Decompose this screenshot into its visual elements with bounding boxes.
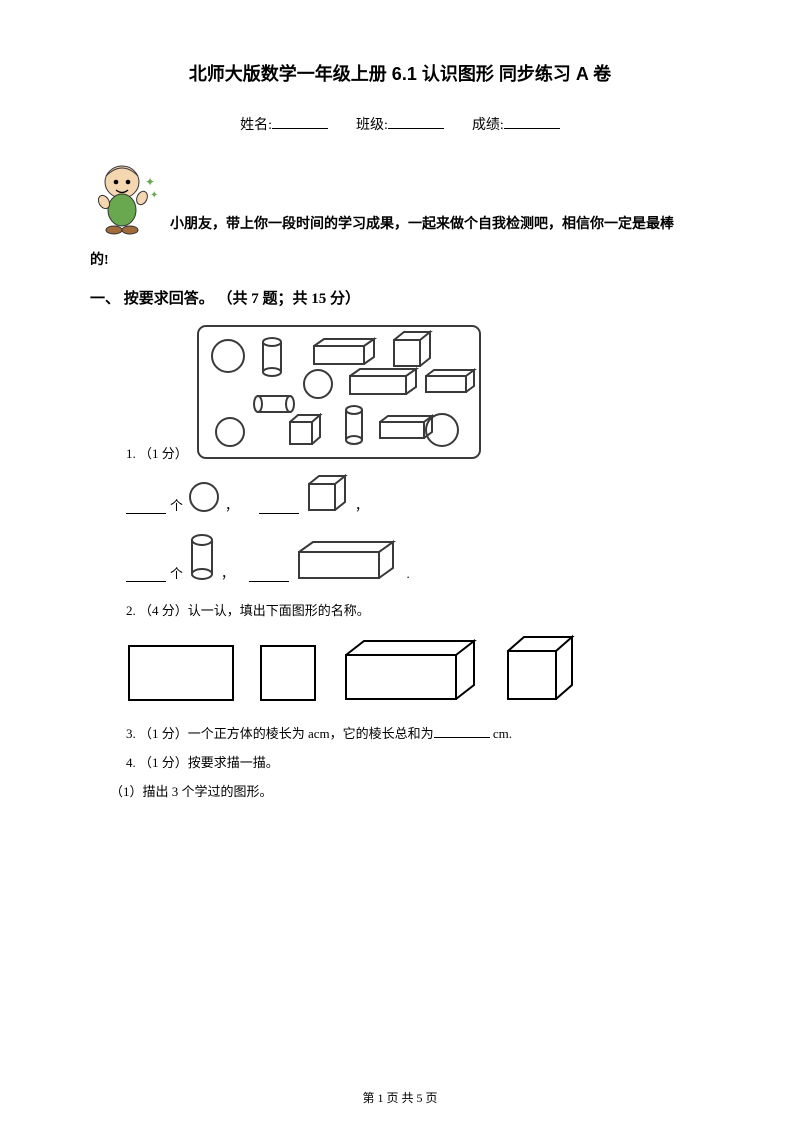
class-label: 班级: xyxy=(356,118,388,133)
name-blank[interactable] xyxy=(272,115,328,129)
svg-text:✦: ✦ xyxy=(150,190,158,201)
score-label: 成绩: xyxy=(472,118,504,133)
q4-sub1: （1）描出 3 个学过的图形。 xyxy=(110,781,710,800)
svg-text:✦: ✦ xyxy=(145,175,155,189)
info-line: 姓名: 班级: 成绩: xyxy=(90,114,710,134)
page-title: 北师大版数学一年级上册 6.1 认识图形 同步练习 A 卷 xyxy=(90,60,710,86)
rectangle-icon xyxy=(126,643,236,703)
q3-row: 3. （1 分）一个正方体的棱长为 acm，它的棱长总和为 cm. xyxy=(126,723,710,742)
greeting-text-1: 小朋友，带上你一段时间的学习成果，一起来做个自我检测吧，相信你一定是最棒 xyxy=(170,158,674,241)
q1-row: 1. （1 分） xyxy=(126,322,710,462)
q3-pre: 3. （1 分）一个正方体的棱长为 acm，它的棱长总和为 xyxy=(126,726,434,741)
cube2-icon xyxy=(502,633,580,703)
cuboid-icon xyxy=(293,536,403,582)
q1-comma-3: ， xyxy=(221,563,234,582)
q1-blank-sphere[interactable] xyxy=(126,502,166,514)
q1-unit-1: 个 xyxy=(170,495,183,514)
q2-label: 2. （4 分）认一认，填出下面图形的名称。 xyxy=(126,600,710,619)
q3-post: cm. xyxy=(490,726,512,741)
score-blank[interactable] xyxy=(504,115,560,129)
q1-blank-cube[interactable] xyxy=(259,502,299,514)
q1-unit-2: 个 xyxy=(170,563,183,582)
cylinder-icon xyxy=(187,532,217,582)
q1-comma-2: ， xyxy=(355,495,368,514)
q1-label: 1. （1 分） xyxy=(126,443,188,462)
q1-period: . xyxy=(407,566,410,582)
greeting-row: ✦ ✦ 小朋友，带上你一段时间的学习成果，一起来做个自我检测吧，相信你一定是最棒 xyxy=(90,158,710,241)
q1-blank-cyl[interactable] xyxy=(126,570,166,582)
q4-label: 4. （1 分）按要求描一描。 xyxy=(126,752,710,771)
greeting-text-2: 的! xyxy=(90,249,710,269)
mascot-icon: ✦ ✦ xyxy=(90,158,160,236)
cube-icon xyxy=(303,472,351,514)
q1-comma-1: ， xyxy=(225,495,238,514)
q1-blank-cuboid[interactable] xyxy=(249,570,289,582)
cuboid2-icon xyxy=(340,637,480,703)
q1-ans-row1: 个 ， ， xyxy=(126,472,710,514)
page-footer: 第 1 页 共 5 页 xyxy=(0,1089,800,1106)
q3-blank[interactable] xyxy=(434,726,490,738)
page: 北师大版数学一年级上册 6.1 认识图形 同步练习 A 卷 姓名: 班级: 成绩… xyxy=(0,0,800,1132)
sphere-icon xyxy=(187,480,221,514)
q1-ans-row2: 个 ， . xyxy=(126,532,710,582)
square-icon xyxy=(258,643,318,703)
q2-shapes xyxy=(126,633,710,703)
q1-figure-box xyxy=(194,322,484,462)
section-1-heading: 一、 按要求回答。 （共 7 题；共 15 分） xyxy=(90,287,710,308)
name-label: 姓名: xyxy=(240,118,272,133)
class-blank[interactable] xyxy=(388,115,444,129)
